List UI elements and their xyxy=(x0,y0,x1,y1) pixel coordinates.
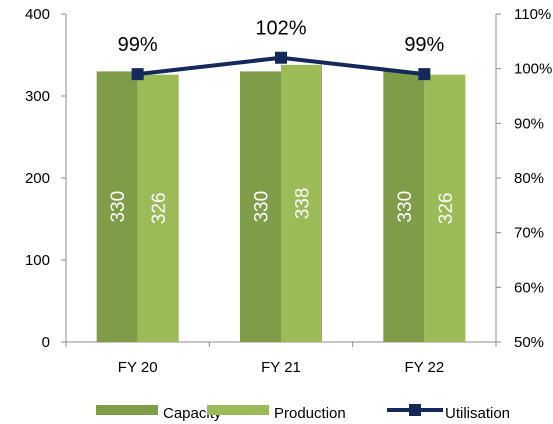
bar-value-labels: 330 330 330 326 338 326 xyxy=(108,188,457,225)
capacity-bar-value-label: 330 xyxy=(395,191,416,223)
utilisation-value-label: 99% xyxy=(118,34,158,56)
production-bar-value-label: 326 xyxy=(436,192,457,224)
production-bar xyxy=(137,74,179,343)
utilisation-marker xyxy=(418,68,431,81)
x-category-label: FY 20 xyxy=(118,359,158,376)
chart-legend: Capacity Production Utilisation xyxy=(96,404,510,422)
legend-utilisation-marker xyxy=(409,404,421,416)
capacity-bar xyxy=(240,71,281,343)
utilisation-line-series xyxy=(131,51,431,81)
production-bar-value-label: 326 xyxy=(149,192,170,224)
right-y-tick-label: 90% xyxy=(514,115,544,132)
utilisation-value-labels: 99% 102% 99% xyxy=(118,18,445,56)
left-y-tick-label: 0 xyxy=(42,334,50,351)
left-y-tick-label: 300 xyxy=(25,88,50,105)
right-y-tick-label: 100% xyxy=(514,61,552,78)
legend-production-swatch xyxy=(207,405,269,415)
x-category-label: FY 22 xyxy=(404,359,444,376)
production-bar-value-label: 338 xyxy=(293,188,314,220)
production-bar xyxy=(281,64,322,342)
left-y-tick-label: 200 xyxy=(25,170,50,187)
utilisation-value-label: 102% xyxy=(255,18,306,40)
legend-utilisation-label: Utilisation xyxy=(445,405,510,422)
legend-capacity-swatch xyxy=(96,405,158,415)
utilisation-marker xyxy=(131,68,144,81)
x-category-label: FY 21 xyxy=(261,359,301,376)
capacity-bar-value-label: 330 xyxy=(252,191,273,223)
right-y-tick-label: 70% xyxy=(514,225,544,242)
utilisation-value-label: 99% xyxy=(404,34,444,56)
left-y-tick-label: 100 xyxy=(25,252,50,269)
right-y-tick-label: 110% xyxy=(514,6,551,23)
capacity-bar xyxy=(96,71,138,343)
right-y-tick-label: 50% xyxy=(514,334,544,351)
utilisation-marker xyxy=(275,51,287,64)
right-y-tick-label: 60% xyxy=(514,279,544,296)
left-y-tick-label: 400 xyxy=(25,6,50,23)
bar-series xyxy=(96,64,466,343)
chart-axes: 0 100 200 300 400 50% 60% 70% 80% 90% 100% 110% FY 2… xyxy=(25,6,552,376)
legend-production-label: Production xyxy=(274,405,346,422)
right-y-tick-label: 80% xyxy=(514,170,544,187)
capacity-bar-value-label: 330 xyxy=(108,191,129,223)
production-bar xyxy=(424,74,466,343)
capacity-bar xyxy=(383,71,425,343)
